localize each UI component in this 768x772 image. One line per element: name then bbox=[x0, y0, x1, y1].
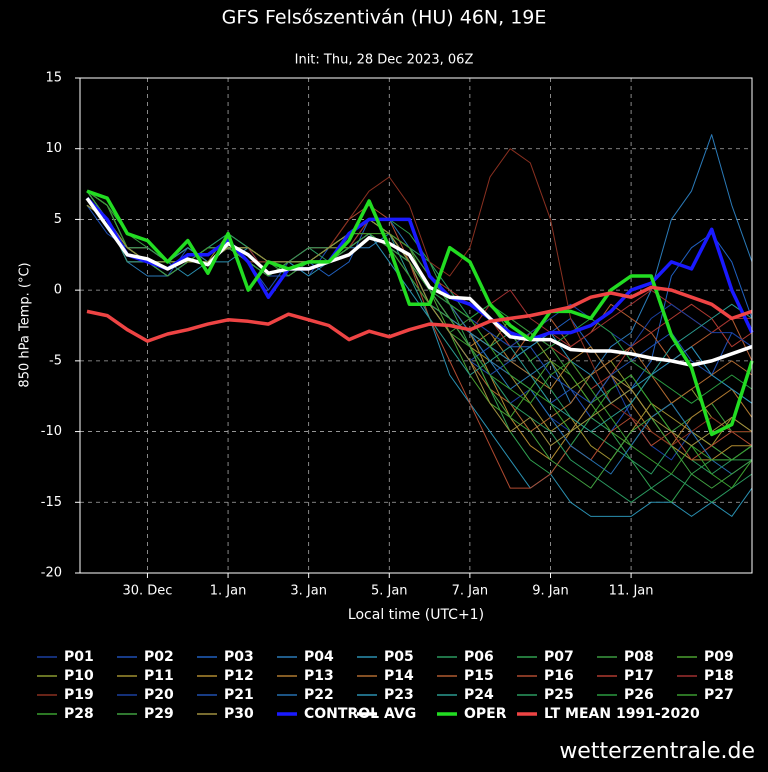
y-tick-label: 0 bbox=[54, 283, 62, 298]
legend-label: P05 bbox=[384, 649, 414, 665]
plot-lines bbox=[85, 134, 754, 517]
series-line bbox=[86, 189, 754, 437]
legend-label: P15 bbox=[464, 668, 494, 684]
series-line bbox=[86, 190, 753, 503]
legend-label: P02 bbox=[144, 649, 174, 665]
legend-label: P17 bbox=[624, 668, 654, 684]
y-tick-label: 15 bbox=[45, 71, 62, 86]
series-line bbox=[86, 190, 752, 433]
legend-label: P24 bbox=[464, 687, 494, 703]
y-tick-label: -5 bbox=[49, 353, 62, 368]
legend-label: P13 bbox=[304, 668, 334, 684]
legend-label: P18 bbox=[704, 668, 734, 684]
legend-label: P01 bbox=[64, 649, 94, 665]
legend-label: P29 bbox=[144, 706, 174, 722]
legend-label: P23 bbox=[384, 687, 414, 703]
series-line bbox=[86, 190, 753, 489]
legend-label: P11 bbox=[144, 668, 174, 684]
x-axis-label: Local time (UTC+1) bbox=[348, 607, 484, 623]
legend-label: P12 bbox=[224, 668, 254, 684]
chart-title: GFS Felsőszentiván (HU) 46N, 19E bbox=[222, 7, 547, 29]
legend-label: P28 bbox=[64, 706, 94, 722]
x-tick-label: 9. Jan bbox=[532, 584, 569, 599]
series-line bbox=[86, 190, 753, 489]
legend-label: P22 bbox=[304, 687, 334, 703]
legend-label: CONTROL bbox=[304, 706, 379, 722]
legend: P01 P02 P03 P04 P05 P06 P07 P08 P09 P10 P11 P12 P13 P… bbox=[37, 649, 734, 722]
legend-label: P21 bbox=[224, 687, 254, 703]
legend-label: P20 bbox=[144, 687, 174, 703]
y-axis-label: 850 hPa Temp. (°C) bbox=[18, 262, 33, 387]
legend-label: P07 bbox=[544, 649, 574, 665]
legend-label: P10 bbox=[64, 668, 94, 684]
series-line bbox=[86, 190, 753, 433]
y-tick-label: -20 bbox=[41, 566, 62, 581]
legend-label: P25 bbox=[544, 687, 574, 703]
series-line bbox=[86, 190, 753, 489]
x-tick-label: 30. Dec bbox=[122, 584, 172, 599]
grid bbox=[75, 77, 752, 578]
legend-label: OPER bbox=[464, 706, 507, 722]
plot-frame bbox=[79, 77, 753, 574]
y-tick-label: -10 bbox=[41, 424, 62, 439]
legend-label: P27 bbox=[704, 687, 734, 703]
legend-label: P26 bbox=[624, 687, 654, 703]
chart-subtitle: Init: Thu, 28 Dec 2023, 06Z bbox=[295, 53, 474, 68]
y-tick-label: -15 bbox=[41, 495, 62, 510]
legend-label: P09 bbox=[704, 649, 734, 665]
legend-label: P19 bbox=[64, 687, 94, 703]
x-tick-label: 5. Jan bbox=[371, 584, 408, 599]
series-line bbox=[86, 190, 753, 447]
legend-label: P04 bbox=[304, 649, 334, 665]
x-tick-label: 1. Jan bbox=[210, 584, 247, 599]
y-tick-label: 5 bbox=[54, 212, 62, 227]
series-line bbox=[85, 197, 753, 367]
series-line bbox=[86, 285, 753, 343]
x-tick-label: 7. Jan bbox=[452, 584, 489, 599]
y-tick-label: 10 bbox=[45, 141, 62, 156]
legend-label: LT MEAN 1991-2020 bbox=[544, 706, 700, 722]
legend-label: AVG bbox=[384, 706, 416, 722]
legend-label: P03 bbox=[224, 649, 254, 665]
legend-label: P30 bbox=[224, 706, 254, 722]
source: wetterzentrale.de bbox=[559, 739, 755, 764]
legend-label: P08 bbox=[624, 649, 654, 665]
legend-label: P16 bbox=[544, 668, 574, 684]
legend-label: P14 bbox=[384, 668, 414, 684]
x-tick-label: 3. Jan bbox=[290, 584, 327, 599]
series-line bbox=[86, 190, 752, 433]
legend-label: P06 bbox=[464, 649, 494, 665]
x-tick-label: 11. Jan bbox=[609, 584, 654, 599]
